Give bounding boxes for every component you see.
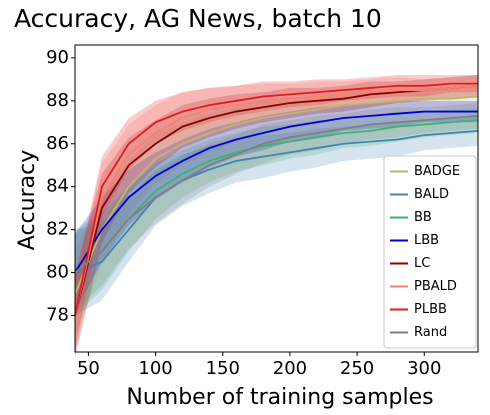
legend-label: BADGE [414,164,460,179]
x-tick-label: 50 [77,358,100,379]
confidence-band [75,75,478,355]
y-tick-label: 84 [46,176,69,197]
y-axis-label: Accuracy [15,150,40,250]
y-tick-label: 80 [46,262,69,283]
legend-label: Rand [414,325,447,340]
x-tick-label: 150 [206,358,240,379]
confidence-band [75,85,478,337]
series-line [74,95,479,295]
legend-label: PLBB [414,302,447,317]
legend-label: LBB [414,233,439,248]
y-tick-label: 78 [46,305,69,326]
series-line [74,84,479,316]
series-line [74,110,478,274]
y-tick-label: 90 [46,47,69,68]
y-tick-label: 88 [46,90,69,111]
x-tick-label: 300 [407,358,441,379]
series-line [74,119,479,274]
series-line [74,82,478,316]
series-line [74,84,479,316]
confidence-band [75,115,478,316]
y-tick-label: 82 [46,219,69,240]
y-tick-label: 86 [46,133,69,154]
x-tick-label: 200 [273,358,307,379]
legend-label: LC [414,256,430,271]
confidence-band [75,107,478,316]
chart-title: Accuracy, AG News, batch 10 [14,4,382,33]
series-line [74,129,479,274]
legend-label: BALD [414,187,449,202]
x-tick-label: 100 [138,358,172,379]
series-line [74,114,479,274]
legend-label: PBALD [414,279,457,294]
x-axis-label: Number of training samples [126,385,433,410]
legend-label: BB [414,210,432,225]
x-tick-label: 250 [340,358,374,379]
plot-frame [74,44,479,353]
confidence-band [75,75,478,359]
confidence-band [75,100,478,312]
legend-box [383,155,477,349]
